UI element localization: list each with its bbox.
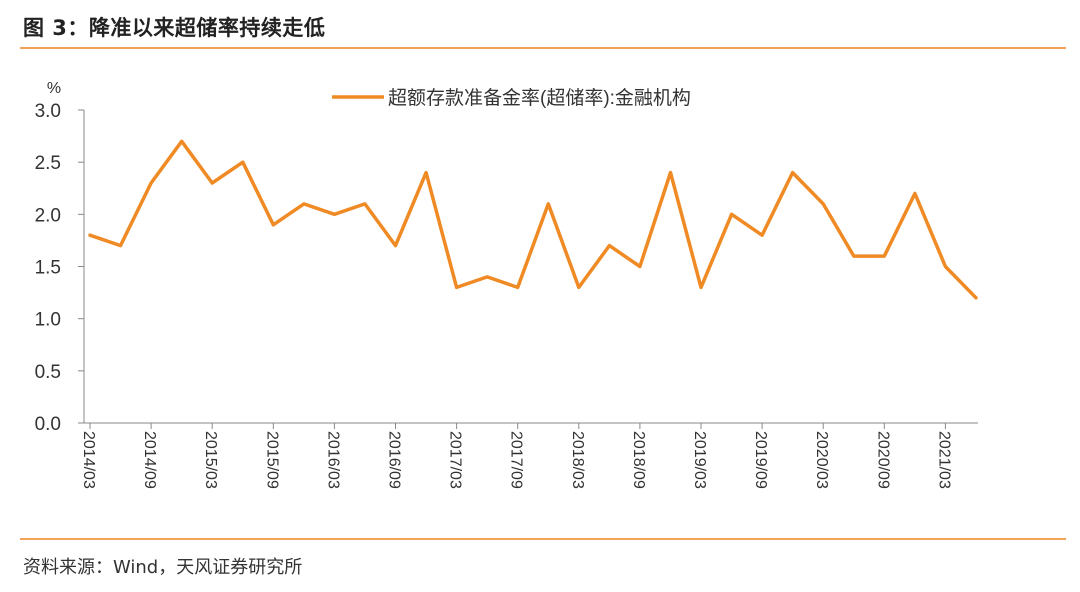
data-point — [425, 171, 428, 174]
data-point — [974, 296, 977, 299]
data-point — [333, 213, 336, 216]
x-tick-label: 2021/03 — [935, 431, 952, 489]
data-point — [211, 182, 214, 185]
source-note: 资料来源：Wind，天风证券研究所 — [23, 557, 303, 578]
data-point — [272, 223, 275, 226]
data-point — [730, 213, 733, 216]
data-point — [150, 182, 153, 185]
y-tick-label: 2.5 — [35, 153, 61, 174]
x-tick-label: 2014/09 — [141, 431, 158, 489]
data-point — [363, 202, 366, 205]
data-point — [822, 202, 825, 205]
y-tick-label: 0.0 — [35, 414, 61, 435]
data-point — [577, 286, 580, 289]
x-tick-label: 2016/03 — [324, 431, 341, 489]
x-tick-label: 2014/03 — [80, 431, 97, 489]
source-divider — [20, 538, 1066, 540]
data-point — [394, 244, 397, 247]
data-point — [455, 286, 458, 289]
data-point — [486, 275, 489, 278]
x-tick-label: 2015/09 — [263, 431, 280, 489]
figure-title: 图 3：降准以来超储率持续走低 — [23, 16, 326, 40]
x-tick-label: 2018/03 — [569, 431, 586, 489]
data-point — [180, 140, 183, 143]
data-point — [913, 192, 916, 195]
series-line-excess-reserve-ratio — [88, 139, 978, 300]
x-tick-label: 2016/09 — [386, 431, 403, 489]
y-tick-label: 0.5 — [35, 362, 61, 383]
y-axis-unit-label: % — [47, 80, 61, 97]
x-tick-label: 2019/09 — [752, 431, 769, 489]
x-tick-label: 2017/09 — [508, 431, 525, 489]
y-tick-label: 3.0 — [35, 101, 61, 122]
data-point — [89, 234, 92, 237]
data-point — [547, 202, 550, 205]
x-tick-label: 2018/09 — [630, 431, 647, 489]
data-point — [883, 255, 886, 258]
data-point — [302, 202, 305, 205]
data-point — [761, 234, 764, 237]
data-point — [944, 265, 947, 268]
data-point — [516, 286, 519, 289]
data-point — [241, 161, 244, 164]
data-point — [608, 244, 611, 247]
x-tick-label: 2017/03 — [447, 431, 464, 489]
x-tick-label: 2015/03 — [202, 431, 219, 489]
data-point — [700, 286, 703, 289]
legend-label: 超额存款准备金率(超储率):金融机构 — [388, 87, 691, 109]
x-tick-label: 2019/03 — [691, 431, 708, 489]
x-tick-label: 2020/09 — [874, 431, 891, 489]
y-tick-label: 1.0 — [35, 310, 61, 331]
y-tick-label: 2.0 — [35, 205, 61, 226]
y-tick-label: 1.5 — [35, 258, 61, 279]
data-point — [791, 171, 794, 174]
x-tick-label: 2020/03 — [813, 431, 830, 489]
data-point — [638, 265, 641, 268]
data-point — [119, 244, 122, 247]
title-divider — [20, 47, 1066, 49]
data-point — [669, 171, 672, 174]
data-point — [852, 255, 855, 258]
